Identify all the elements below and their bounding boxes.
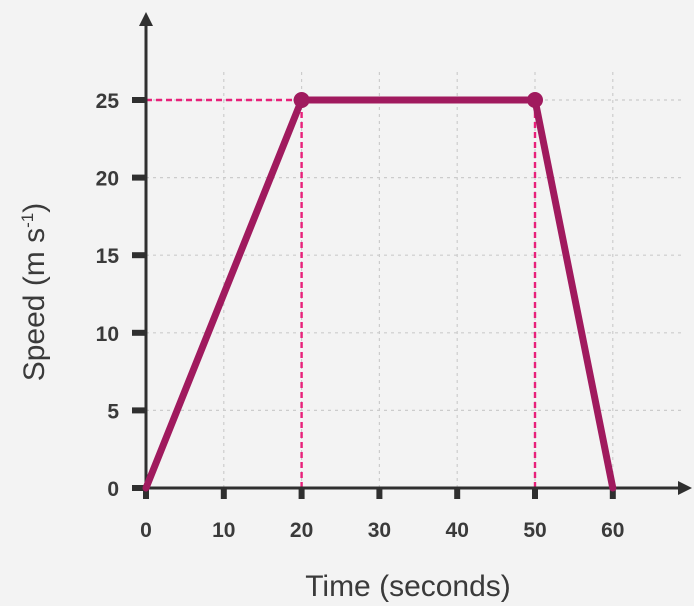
x-tick-label: 50 xyxy=(523,519,546,542)
y-tick-label: 10 xyxy=(96,323,119,346)
y-tick-label: 15 xyxy=(96,245,120,268)
x-tick-label: 30 xyxy=(368,519,391,542)
x-tick-label: 40 xyxy=(446,519,469,542)
speed-series-line xyxy=(142,96,617,492)
y-tick-label: 25 xyxy=(96,90,120,113)
y-tick-mark xyxy=(132,407,146,414)
series xyxy=(142,92,617,492)
y-tick-mark xyxy=(132,329,146,336)
y-axis-label-prefix: Speed (m s xyxy=(18,228,51,381)
y-tick-mark xyxy=(132,97,146,103)
x-tick-label: 60 xyxy=(601,519,624,542)
x-tick-mark xyxy=(298,487,305,499)
x-tick-label: 10 xyxy=(212,519,235,542)
x-tick-mark xyxy=(220,487,227,499)
y-tick-mark xyxy=(132,174,146,181)
x-axis-arrow-icon xyxy=(678,481,692,495)
axes: 0 10 20 30 40 50 60 0 5 10 15 20 25 xyxy=(96,12,692,542)
data-point-marker xyxy=(527,92,543,108)
y-tick-label: 0 xyxy=(107,478,119,501)
y-axis-arrow-icon xyxy=(139,12,153,26)
x-tick-mark xyxy=(532,487,538,499)
x-tick-mark xyxy=(454,487,461,499)
x-tick-label: 20 xyxy=(290,519,313,542)
labels: Time (seconds) Speed (m s-1) xyxy=(18,203,511,603)
y-tick-label: 20 xyxy=(96,168,119,191)
x-tick-mark xyxy=(609,487,616,499)
y-tick-mark xyxy=(132,485,146,491)
y-tick-label: 5 xyxy=(107,400,119,423)
y-axis-label-suffix: ) xyxy=(18,203,51,213)
x-tick-mark xyxy=(143,487,149,499)
y-axis-label: Speed (m s-1) xyxy=(18,203,51,382)
x-tick-mark xyxy=(376,487,383,499)
y-tick-mark xyxy=(132,252,146,259)
y-axis-label-superscript: -1 xyxy=(18,213,37,228)
reference-lines xyxy=(146,98,537,488)
data-point-marker xyxy=(293,92,310,108)
x-tick-label: 0 xyxy=(140,519,152,542)
x-axis-label: Time (seconds) xyxy=(305,570,511,603)
